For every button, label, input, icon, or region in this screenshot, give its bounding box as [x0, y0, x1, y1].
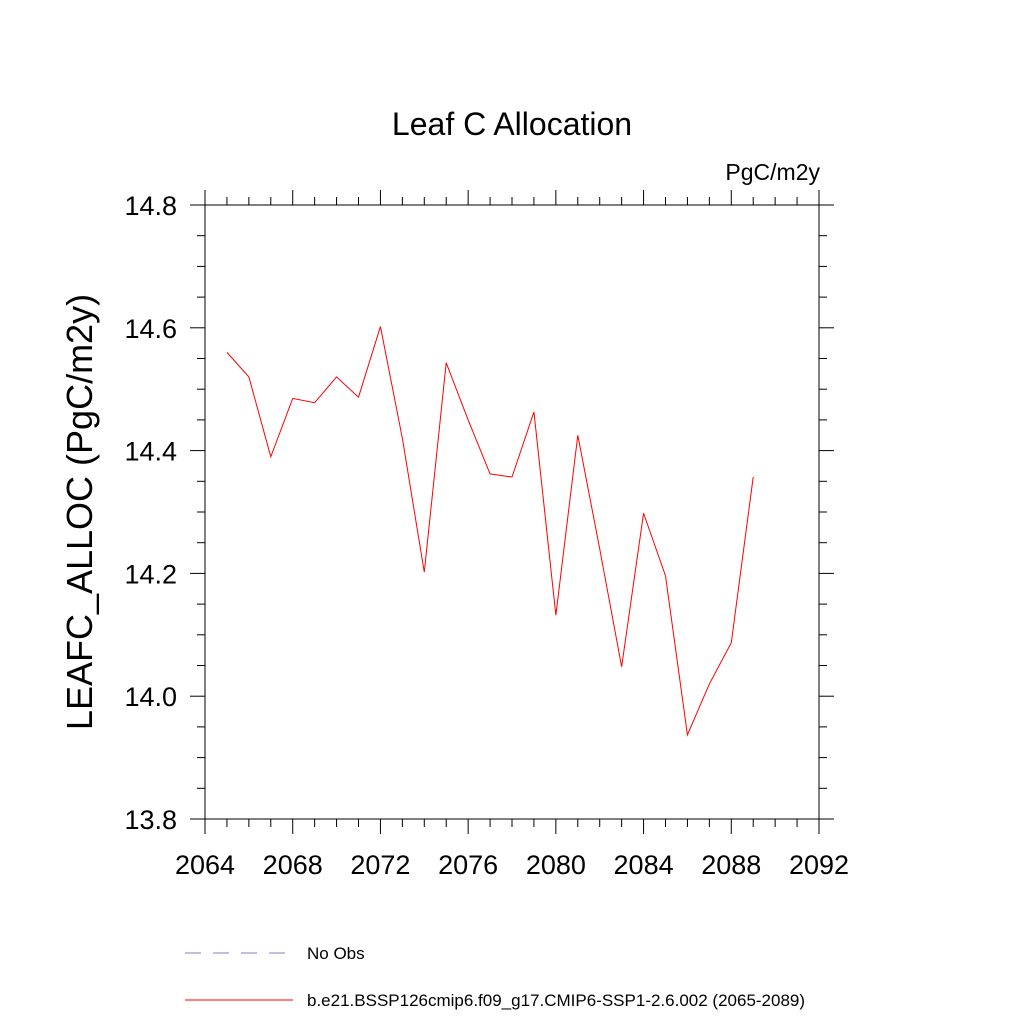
- y-tick-label: 14.2: [124, 559, 177, 589]
- series-lines: [226, 326, 754, 737]
- x-tick-label: 2072: [350, 850, 410, 880]
- chart-title: Leaf C Allocation: [392, 106, 632, 142]
- minor-ticks: [197, 197, 827, 827]
- plot-frame: [204, 204, 820, 820]
- y-tick-label: 14.8: [124, 191, 177, 221]
- major-ticks: [190, 190, 834, 834]
- x-tick-label: 2080: [526, 850, 586, 880]
- tick-labels: 2064 2068 2072 2076 2080 2084 2088 2092 13.8 14.0…: [124, 191, 849, 880]
- y-tick-label: 14.4: [124, 437, 177, 467]
- x-tick-label: 2068: [263, 850, 323, 880]
- series-line-0: [226, 326, 754, 737]
- x-tick-label: 2076: [438, 850, 498, 880]
- units-label: PgC/m2y: [725, 159, 820, 185]
- y-tick-label: 13.8: [124, 805, 177, 835]
- x-tick-label: 2088: [701, 850, 761, 880]
- x-tick-label: 2064: [175, 850, 235, 880]
- x-tick-label: 2084: [614, 850, 674, 880]
- x-tick-label: 2092: [789, 850, 849, 880]
- legend-label-no-obs: No Obs: [307, 944, 365, 963]
- legend: No Obs b.e21.BSSP126cmip6.f09_g17.CMIP6-…: [185, 944, 805, 1010]
- y-tick-label: 14.0: [124, 682, 177, 712]
- legend-label-model: b.e21.BSSP126cmip6.f09_g17.CMIP6-SSP1-2.…: [307, 991, 805, 1010]
- y-axis-label: LEAFC_ALLOC (PgC/m2y): [59, 294, 100, 730]
- y-tick-label: 14.6: [124, 314, 177, 344]
